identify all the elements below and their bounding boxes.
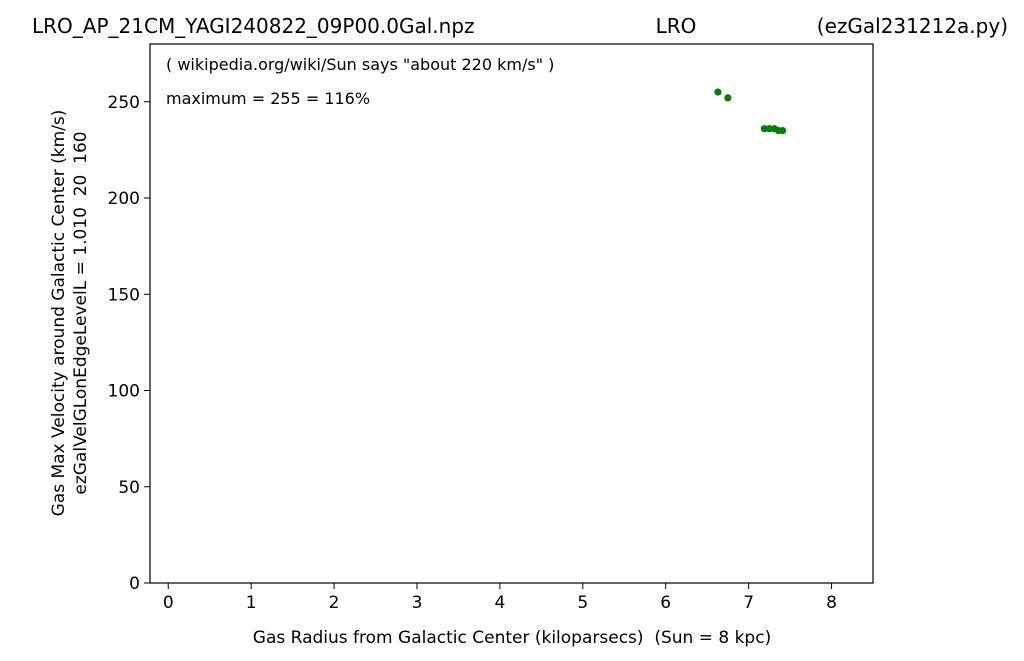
annotation: ( wikipedia.org/wiki/Sun says "about 220… [166,55,554,74]
point [765,125,773,133]
x-axis-label: Gas Radius from Galactic Center (kilopar… [253,628,771,648]
x-tick-label: 1 [246,593,257,613]
point [724,94,732,102]
x-tick-label: 5 [577,593,588,613]
point [779,127,787,135]
y-axis-label: Gas Max Velocity around Galactic Center … [49,110,69,517]
x-tick-label: 2 [329,593,340,613]
chart-title: (ezGal231212a.py) [817,14,1008,38]
y-axis-label: ezGalVelGLonEdgeLevelL = 1.010 20 160 [71,131,91,494]
x-tick-label: 8 [826,593,837,613]
annotation: maximum = 255 = 116% [166,89,370,108]
y-tick-label: 250 [108,93,140,113]
y-tick-label: 50 [118,478,140,498]
x-tick-label: 0 [163,593,174,613]
y-tick-label: 150 [108,285,140,305]
point [760,125,768,133]
chart-title: LRO [656,14,697,38]
x-tick-label: 3 [412,593,423,613]
x-tick-label: 7 [743,593,754,613]
y-tick-label: 100 [108,382,140,402]
x-tick-label: 6 [660,593,671,613]
y-tick-label: 200 [108,189,140,209]
x-tick-label: 4 [494,593,505,613]
point [714,88,722,96]
chart-title: LRO_AP_21CM_YAGI240822_09P00.0Gal.npz [32,14,475,38]
plot-frame [149,43,874,584]
y-tick-label: 0 [129,574,140,594]
